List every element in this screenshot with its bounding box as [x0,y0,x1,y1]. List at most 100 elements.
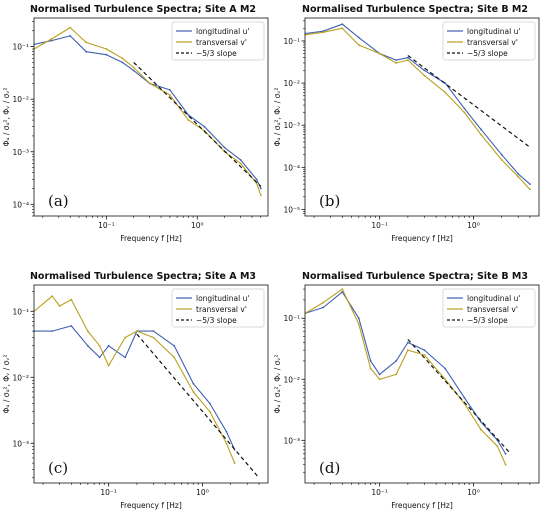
chart-title: Normalised Turbulence Spectra; Site A M2 [30,4,256,15]
legend-entry: transversal v' [196,38,247,47]
x-tick-label: 10⁰ [196,488,209,497]
legend-entry: transversal v' [467,305,518,314]
x-tick-label: 10⁰ [191,221,204,230]
data-point [225,430,228,433]
data-point [239,162,242,165]
data-point [98,344,101,347]
data-point [480,128,482,131]
data-point [529,183,531,186]
legend-entry: longitudinal u' [467,27,520,36]
data-point [152,336,155,339]
series-line-transversal [305,288,507,465]
chart-panel-3: Normalised Turbulence Spectra; Site A M3… [2,271,269,510]
data-point [423,74,426,77]
data-point [124,336,127,339]
data-point [70,298,73,301]
data-point [209,410,211,413]
y-axis-label: Φᵤ / σᵤ², Φᵥ / σᵥ² [2,354,11,413]
data-point [480,133,482,136]
x-tick-label: 10⁻¹ [100,488,117,497]
y-axis-label: Φᵤ / σᵤ², Φᵥ / σᵥ² [2,87,11,146]
y-tick-label: 10⁻¹ [12,43,29,52]
legend-entry: transversal v' [196,305,247,314]
x-tick-label: 10⁻¹ [371,221,388,230]
data-point [169,94,171,96]
y-tick-label: 10⁻⁴ [12,200,29,209]
data-point [124,356,127,359]
data-point [369,367,372,370]
data-point [85,50,88,53]
data-point [517,175,520,178]
data-point [369,360,372,362]
data-point [407,56,409,59]
data-point [121,57,124,60]
data-point [463,111,466,114]
data-point [463,107,466,110]
data-point [322,306,325,309]
chart-panel-4: Normalised Turbulence Spectra; Site B M3… [273,271,540,510]
data-point [423,69,426,72]
data-point [341,288,344,290]
x-axis-label: Frequency f [Hz] [391,501,453,510]
slope-line [133,62,262,187]
data-point [407,59,409,61]
data-point [480,428,482,431]
y-tick-label: 10⁻² [12,373,29,382]
legend-box [171,21,265,61]
chart-title: Normalised Turbulence Spectra; Site B M3 [302,271,528,282]
data-point [50,38,53,40]
data-point [187,114,190,116]
data-point [496,445,499,448]
data-point [169,89,171,91]
slope-line [136,333,260,479]
data-point [341,27,344,30]
data-point [86,330,89,332]
slope-line [407,338,512,455]
data-point [463,396,466,399]
data-point [357,44,360,46]
data-point [500,153,503,156]
data-point [357,317,360,320]
series-line-transversal [305,27,531,190]
x-axis-label: Frequency f [Hz] [120,234,182,243]
data-point [357,323,360,325]
data-point [121,61,124,64]
legend-box [442,21,536,61]
data-point [504,453,507,455]
y-tick-label: 10⁻² [283,79,300,88]
data-point [444,91,447,94]
y-tick-label: 10⁻² [283,375,300,384]
x-axis-label: Frequency f [Hz] [120,501,182,510]
legend-entry: transversal v' [467,38,518,47]
data-point [51,295,54,297]
data-point [480,421,482,423]
x-axis-label: Frequency f [Hz] [391,234,453,243]
data-point [187,119,190,121]
y-tick-label: 10⁻³ [12,439,29,448]
y-tick-label: 10⁻⁵ [283,205,300,214]
plot-frame [33,17,269,217]
data-point [69,26,72,29]
data-point [423,354,426,356]
legend-entry: −5/3 slope [196,316,237,325]
panel-label: (a) [48,192,69,210]
data-point [395,62,398,64]
data-point [529,188,531,191]
legend-entry: −5/3 slope [196,49,237,58]
data-point [341,291,344,293]
data-point [152,330,155,332]
data-point [233,462,236,464]
y-tick-label: 10⁻¹ [283,37,300,46]
x-tick-label: 10⁻¹ [371,488,388,497]
series-line-longitudinal [305,23,531,185]
data-point [378,378,381,381]
data-point [107,344,110,347]
data-point [136,330,138,332]
series-line-longitudinal [34,325,236,450]
legend-entry: −5/3 slope [467,49,508,58]
y-axis-label: Φᵤ / σᵤ², Φᵥ / σᵥ² [273,87,282,146]
plot-frame [304,17,540,217]
data-point [255,182,258,185]
data-point [223,146,226,149]
